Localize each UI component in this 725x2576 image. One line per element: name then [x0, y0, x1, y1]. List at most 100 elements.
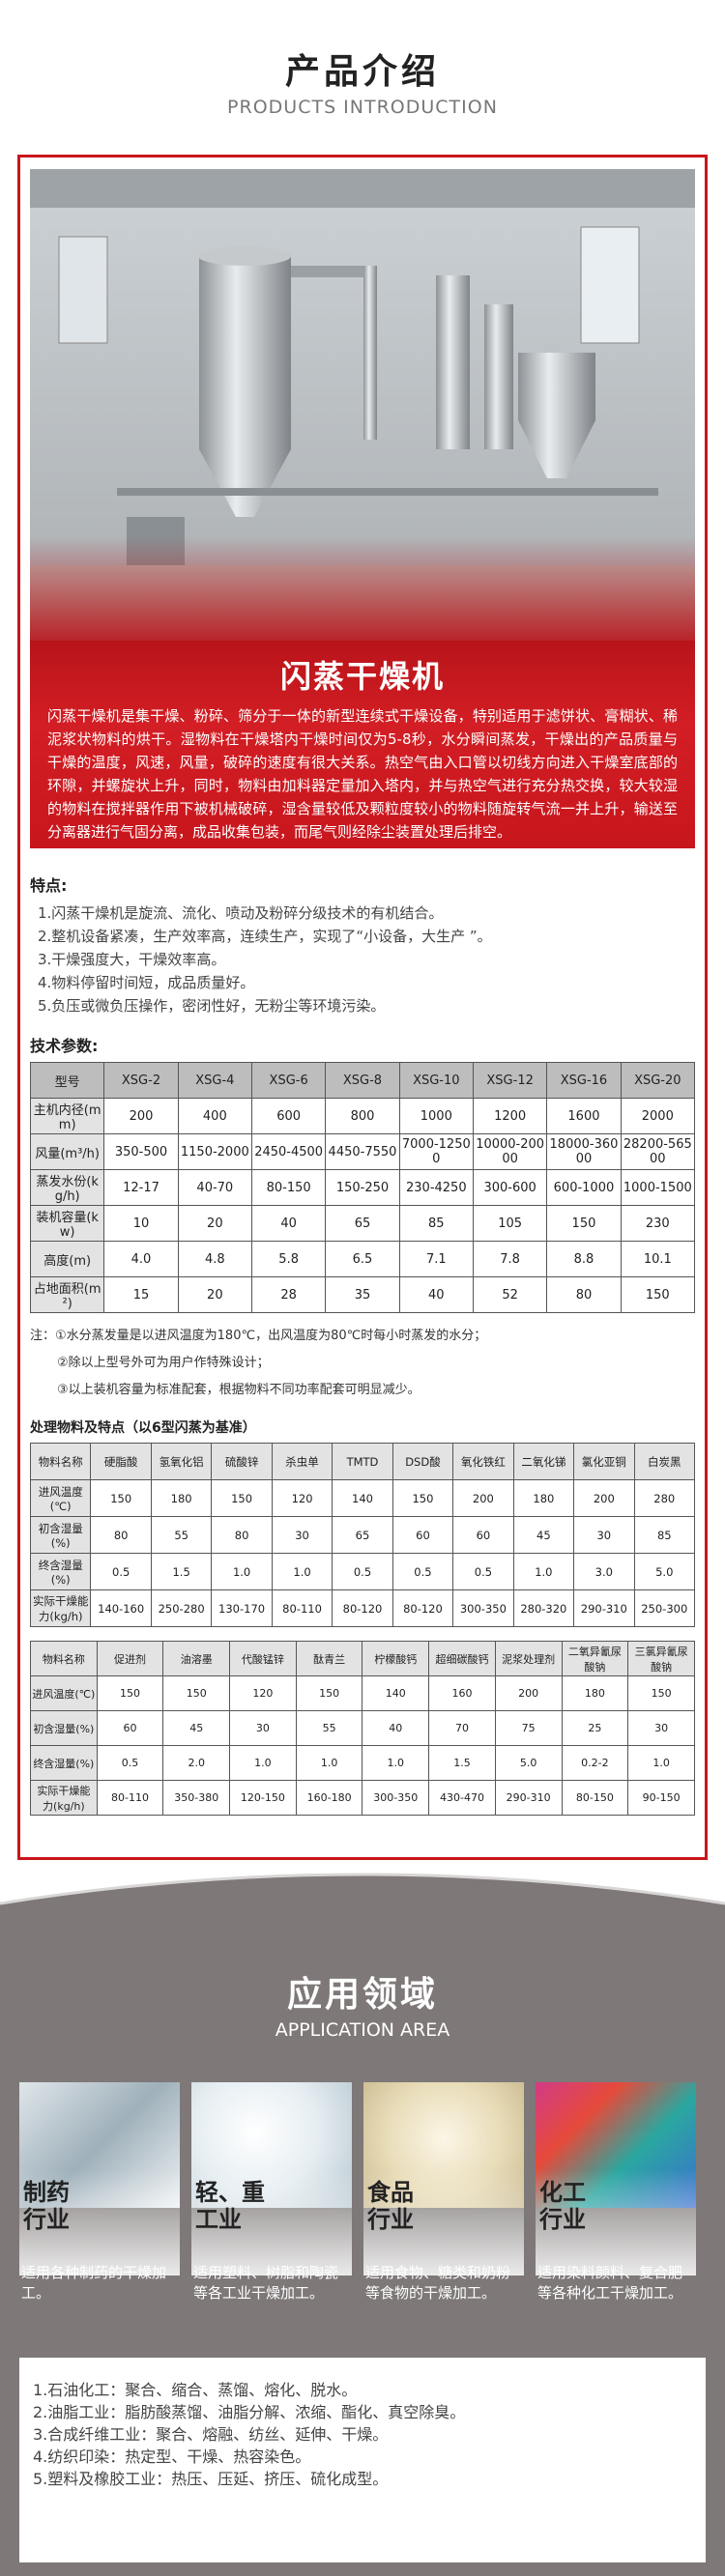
table-cell: 4450-7550	[325, 1133, 400, 1170]
table-cell: 30	[573, 1516, 635, 1554]
content: 特点: 1.闪蒸干燥机是旋流、流化、喷动及粉碎分级技术的有机结合。 2.整机设备紧…	[29, 863, 696, 1816]
table-cell: 2.0	[162, 1745, 231, 1781]
card-text: 适用染料颜料、复合肥等各种化工干燥加工。	[537, 2264, 683, 2302]
table-cell: 290-310	[573, 1589, 635, 1627]
feature-item: 3.干燥强度大，干燥效率高。	[38, 951, 226, 968]
table-cell: 5.0	[633, 1553, 696, 1590]
use-item: 4.纺织印染：热定型、干燥、热容染色。	[33, 2447, 311, 2466]
table-cell: 280-320	[512, 1589, 575, 1627]
table-cell: 终含湿量(%)	[29, 1553, 92, 1590]
table-header-cell: TMTD	[332, 1443, 393, 1480]
table-cell: 150	[211, 1479, 273, 1517]
table-cell: 0.5	[392, 1553, 454, 1590]
table-cell: 12-17	[103, 1169, 179, 1206]
table-header-cell: XSG-16	[546, 1062, 622, 1099]
table-cell: 1.0	[362, 1745, 430, 1781]
table-header-cell: 促进剂	[96, 1641, 164, 1676]
table-cell: 0.5	[90, 1553, 152, 1590]
notes: 注：①水分蒸发量是以进风温度为180℃，出风温度为80℃时每小时蒸发的水分； ②除…	[30, 1323, 695, 1404]
card-name: 制药 行业	[23, 2179, 70, 2233]
table-cell: 5.0	[494, 1745, 563, 1781]
table-cell: 6.5	[325, 1241, 400, 1277]
card-image	[536, 2082, 696, 2275]
table-cell: 1200	[472, 1098, 548, 1134]
table-cell: 80-120	[332, 1589, 393, 1627]
table-header-cell: 酞青兰	[295, 1641, 363, 1676]
feature-item: 1.闪蒸干燥机是旋流、流化、喷动及粉碎分级技术的有机结合。	[38, 904, 444, 922]
card-name-line: 工业	[195, 2206, 242, 2233]
table-cell: 2000	[620, 1098, 696, 1134]
feature-item: 5.负压或微负压操作，密闭性好，无粉尘等环境污染。	[38, 997, 386, 1015]
product-box: 闪蒸干燥机 闪蒸干燥机是集干燥、粉碎、筛分于一体的新型连续式干燥设备，特别适用于…	[17, 155, 708, 1860]
application-card: 轻、重 工业适用塑料、树脂和陶瓷等各工业干燥加工。	[191, 2082, 352, 2302]
table-cell: 180	[512, 1479, 575, 1517]
table-cell: 4.0	[103, 1241, 179, 1277]
application-card: 制药 行业适用各种制药的干燥加工。	[19, 2082, 180, 2302]
table-cell: 85	[398, 1205, 474, 1242]
table-cell: 1.5	[150, 1553, 213, 1590]
table-cell: 30	[627, 1710, 695, 1746]
table-row: 进风温度(℃) 150 180 150 120 140 150 200 180 200 280	[29, 1479, 696, 1517]
application-card: 化工 行业 适用染料颜料、复合肥等各种化工干燥加工。	[536, 2082, 696, 2302]
table-cell: 80-150	[250, 1169, 327, 1206]
table-cell: 140-160	[90, 1589, 152, 1627]
table-cell: 3.0	[573, 1553, 635, 1590]
table-cell: 80	[90, 1516, 152, 1554]
table-header-cell: 硫酸锌	[211, 1443, 273, 1480]
table-cell: 0.5	[452, 1553, 514, 1590]
card-name-line: 轻、重	[195, 2179, 265, 2206]
table-cell: 75	[494, 1710, 563, 1746]
table-cell: 1.5	[428, 1745, 496, 1781]
table-cell: 40	[250, 1205, 327, 1242]
table-cell: 60	[452, 1516, 514, 1554]
card-name: 轻、重 工业	[195, 2179, 265, 2233]
table-cell: 150	[162, 1675, 231, 1711]
table-cell: 终含湿量(%)	[30, 1745, 98, 1781]
table-header-cell: 物料名称	[29, 1443, 92, 1480]
uses-list: 1.石油化工：聚合、缩合、蒸馏、熔化、脱水。 2.油脂工业：脂肪酸蒸馏、油脂分解、…	[19, 2358, 706, 2562]
table-cell: 7000-12500	[398, 1133, 474, 1170]
table-cell: 150	[392, 1479, 454, 1517]
card-text: 适用塑料、树脂和陶瓷等各工业干燥加工。	[193, 2264, 339, 2302]
table-cell: 400	[177, 1098, 252, 1134]
table-cell: 28200-56500	[620, 1133, 696, 1170]
table-header-cell: 杀虫单	[271, 1443, 334, 1480]
table-cell: 160-180	[295, 1780, 363, 1816]
table-cell: 风量(m³/h)	[29, 1133, 105, 1170]
table-row: 主机内径(mm) 200 400 600 800 1000 1200 1600 2000	[29, 1098, 696, 1134]
table-cell: 8.8	[546, 1241, 622, 1277]
table-cell: 200	[452, 1479, 514, 1517]
table-cell: 140	[332, 1479, 393, 1517]
card-image	[191, 2082, 352, 2275]
application-subtitle: APPLICATION AREA	[275, 2019, 450, 2041]
table-header-cell: 型号	[29, 1062, 105, 1099]
card-image-fade	[19, 2169, 180, 2275]
table-header-cell: XSG-2	[103, 1062, 179, 1099]
table-cell: 180	[150, 1479, 213, 1517]
table-cell: 0.2-2	[561, 1745, 629, 1781]
table-cell: 70	[428, 1710, 496, 1746]
table-cell: 200	[573, 1479, 635, 1517]
table-cell: 10	[103, 1205, 179, 1242]
table-header-cell: 二氧异氰尿酸钠	[561, 1641, 629, 1676]
card-name: 食品 行业	[367, 2179, 414, 2233]
table-row: 终含湿量(%) 0.5 1.5 1.0 1.0 0.5 0.5 0.5 1.0 3.0 5.0	[29, 1553, 696, 1590]
table-cell: 80-110	[96, 1780, 164, 1816]
table-cell: 350-500	[103, 1133, 179, 1170]
card-text: 适用各种制药的干燥加工。	[21, 2264, 167, 2302]
table-cell: 600	[250, 1098, 327, 1134]
table-cell: 10.1	[620, 1241, 696, 1277]
table-cell: 实际干燥能力(kg/h)	[30, 1780, 98, 1816]
specs-table: 型号 XSG-2 XSG-4 XSG-6 XSG-8 XSG-10 XSG-12 XSG-16…	[29, 1062, 696, 1313]
features-title: 特点:	[30, 876, 68, 895]
table-cell: 45	[162, 1710, 231, 1746]
table-cell: 30	[229, 1710, 297, 1746]
table-header-cell: XSG-4	[177, 1062, 252, 1099]
table-cell: 进风温度(℃)	[29, 1479, 92, 1517]
table-row: 初含湿量(%) 80 55 80 30 65 60 60 45 30 85	[29, 1516, 696, 1554]
table-cell: 35	[325, 1276, 400, 1313]
table-cell: 1.0	[229, 1745, 297, 1781]
use-item: 3.合成纤维工业：聚合、熔融、纺丝、延伸、干燥。	[33, 2425, 389, 2444]
table-cell: 80	[546, 1276, 622, 1313]
table-cell: 230	[620, 1205, 696, 1242]
